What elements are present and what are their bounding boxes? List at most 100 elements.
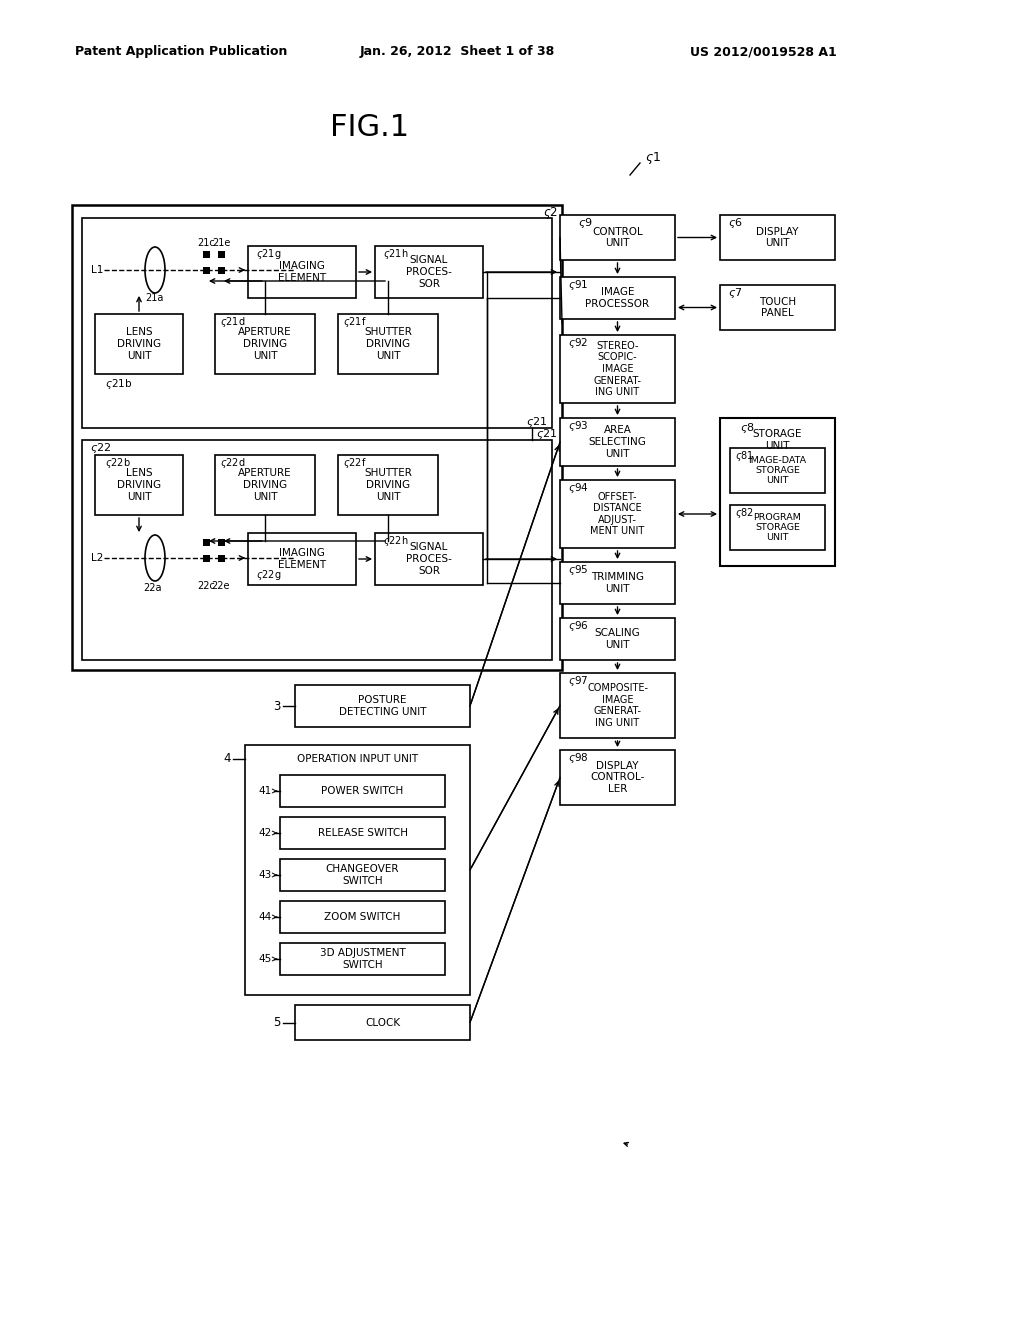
Text: $\varsigma$21d: $\varsigma$21d	[220, 315, 246, 329]
Text: CHANGEOVER
SWITCH: CHANGEOVER SWITCH	[326, 865, 399, 886]
Text: PROGRAM
STORAGE
UNIT: PROGRAM STORAGE UNIT	[754, 512, 802, 543]
Text: SIGNAL
PROCES-
SOR: SIGNAL PROCES- SOR	[407, 543, 452, 576]
Bar	[560, 418, 675, 466]
Text: 5: 5	[273, 1016, 281, 1030]
Text: 21e: 21e	[212, 238, 230, 248]
Bar	[720, 285, 835, 330]
Bar	[338, 314, 438, 374]
Bar	[82, 440, 552, 660]
Bar	[248, 246, 356, 298]
Text: LENS
DRIVING
UNIT: LENS DRIVING UNIT	[117, 469, 161, 502]
Text: $\varsigma$21: $\varsigma$21	[526, 414, 548, 429]
Text: $\varsigma$8: $\varsigma$8	[740, 421, 755, 436]
Text: IMAGING
ELEMENT: IMAGING ELEMENT	[278, 261, 326, 282]
Bar	[560, 673, 675, 738]
Text: COMPOSITE-
IMAGE
GENERAT-
ING UNIT: COMPOSITE- IMAGE GENERAT- ING UNIT	[587, 684, 648, 727]
Text: STORAGE
UNIT: STORAGE UNIT	[753, 429, 802, 451]
Text: $\varsigma$21g: $\varsigma$21g	[256, 247, 282, 261]
Text: $\varsigma$22d: $\varsigma$22d	[220, 455, 246, 470]
Bar	[215, 455, 315, 515]
Bar	[560, 562, 675, 605]
Bar	[720, 215, 835, 260]
Bar	[338, 455, 438, 515]
Text: 42: 42	[259, 828, 272, 838]
Text: 22a: 22a	[143, 583, 162, 593]
Text: LENS
DRIVING
UNIT: LENS DRIVING UNIT	[117, 327, 161, 360]
Text: $\varsigma$22g: $\varsigma$22g	[256, 568, 282, 582]
Text: 41: 41	[259, 785, 272, 796]
Text: DISPLAY
CONTROL-
LER: DISPLAY CONTROL- LER	[590, 760, 645, 795]
Text: $\varsigma$97: $\varsigma$97	[568, 675, 589, 688]
Text: 45: 45	[259, 954, 272, 964]
Text: $\varsigma$21f: $\varsigma$21f	[343, 315, 367, 329]
Text: TOUCH
PANEL: TOUCH PANEL	[759, 297, 796, 318]
Text: $\varsigma$82: $\varsigma$82	[735, 506, 754, 520]
Bar	[203, 554, 210, 562]
Text: $\varsigma$96: $\varsigma$96	[568, 619, 589, 634]
Text: 4: 4	[223, 752, 231, 766]
Bar	[560, 750, 675, 805]
Text: POSTURE
DETECTING UNIT: POSTURE DETECTING UNIT	[339, 696, 426, 717]
Text: $\varsigma$98: $\varsigma$98	[568, 751, 589, 766]
Text: ZOOM SWITCH: ZOOM SWITCH	[325, 912, 400, 921]
Bar	[730, 506, 825, 550]
Bar	[218, 554, 225, 562]
Text: IMAGE
PROCESSOR: IMAGE PROCESSOR	[586, 288, 649, 309]
Text: RELEASE SWITCH: RELEASE SWITCH	[317, 828, 408, 838]
Bar	[203, 539, 210, 546]
Bar	[248, 533, 356, 585]
Text: SIGNAL
PROCES-
SOR: SIGNAL PROCES- SOR	[407, 255, 452, 289]
Text: FIG.1: FIG.1	[331, 114, 410, 143]
Bar	[560, 618, 675, 660]
Text: SHUTTER
DRIVING
UNIT: SHUTTER DRIVING UNIT	[365, 469, 412, 502]
Bar	[560, 277, 675, 319]
Bar	[280, 859, 445, 891]
Bar	[218, 539, 225, 546]
Text: $\varsigma$7: $\varsigma$7	[728, 286, 742, 300]
Text: IMAGING
ELEMENT: IMAGING ELEMENT	[278, 548, 326, 570]
Text: $\varsigma$91: $\varsigma$91	[568, 279, 589, 292]
Text: CONTROL
UNIT: CONTROL UNIT	[592, 227, 643, 248]
Bar	[218, 267, 225, 275]
Text: CLOCK: CLOCK	[365, 1018, 400, 1027]
Bar	[280, 942, 445, 975]
Text: $\varsigma$2: $\varsigma$2	[543, 205, 558, 220]
Text: L2: L2	[91, 553, 103, 564]
Bar	[72, 205, 562, 671]
Text: $\varsigma$21h: $\varsigma$21h	[383, 247, 409, 261]
Text: SCALING
UNIT: SCALING UNIT	[595, 628, 640, 649]
Bar	[560, 480, 675, 548]
Text: $\varsigma$93: $\varsigma$93	[568, 418, 589, 433]
Bar	[203, 251, 210, 257]
Text: OFFSET-
DISTANCE
ADJUST-
MENT UNIT: OFFSET- DISTANCE ADJUST- MENT UNIT	[591, 491, 645, 536]
Text: 22c: 22c	[197, 581, 215, 591]
Text: 22e: 22e	[212, 581, 230, 591]
Text: 21c: 21c	[198, 238, 215, 248]
Text: TRIMMING
UNIT: TRIMMING UNIT	[591, 572, 644, 594]
Text: Patent Application Publication: Patent Application Publication	[75, 45, 288, 58]
Text: $\varsigma$81: $\varsigma$81	[735, 449, 754, 463]
Text: $\varsigma$94: $\varsigma$94	[568, 480, 589, 495]
Bar	[245, 744, 470, 995]
Text: $\varsigma$22h: $\varsigma$22h	[383, 535, 409, 548]
Text: 43: 43	[259, 870, 272, 880]
Text: Jan. 26, 2012  Sheet 1 of 38: Jan. 26, 2012 Sheet 1 of 38	[360, 45, 555, 58]
Text: $\varsigma$6: $\varsigma$6	[728, 216, 742, 230]
Text: IMAGE-DATA
STORAGE
UNIT: IMAGE-DATA STORAGE UNIT	[749, 455, 807, 486]
Text: APERTURE
DRIVING
UNIT: APERTURE DRIVING UNIT	[239, 327, 292, 360]
Bar	[280, 775, 445, 807]
Text: $\varsigma$9: $\varsigma$9	[578, 216, 593, 230]
Bar	[560, 335, 675, 403]
Bar	[730, 447, 825, 492]
Text: AREA
SELECTING
UNIT: AREA SELECTING UNIT	[589, 425, 646, 458]
Bar	[295, 685, 470, 727]
Text: $\varsigma$95: $\varsigma$95	[568, 564, 589, 577]
Text: US 2012/0019528 A1: US 2012/0019528 A1	[690, 45, 837, 58]
Bar	[720, 418, 835, 566]
Bar	[375, 246, 483, 298]
Text: 21a: 21a	[145, 293, 164, 304]
Bar	[95, 455, 183, 515]
Bar	[218, 251, 225, 257]
Bar	[215, 314, 315, 374]
Text: $\varsigma$22: $\varsigma$22	[90, 441, 112, 455]
